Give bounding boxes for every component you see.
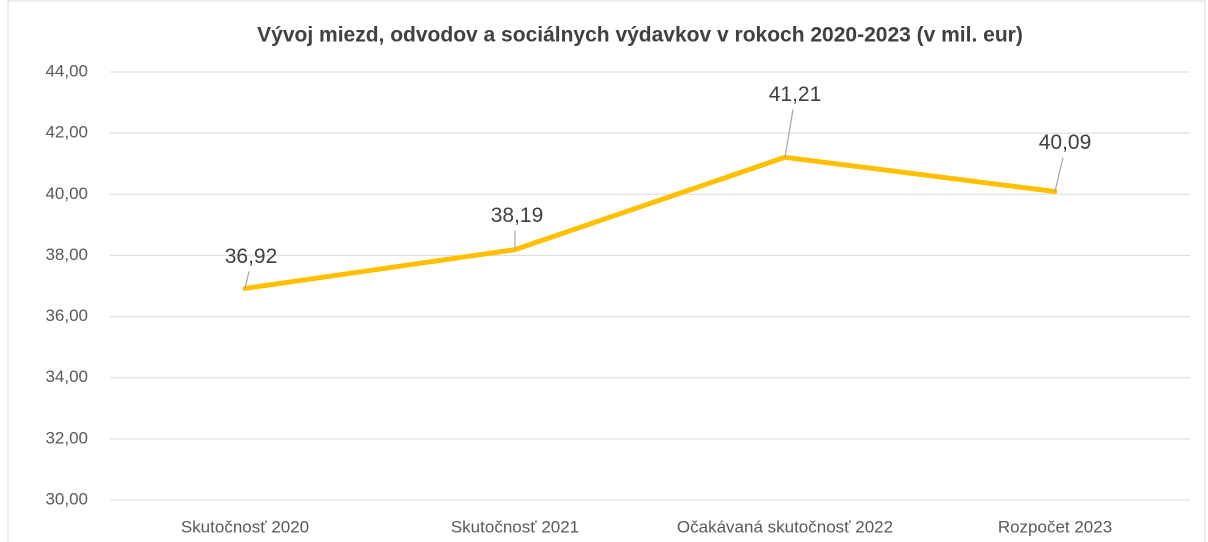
leader-line xyxy=(244,271,250,289)
data-label: 36,92 xyxy=(225,245,278,268)
chart-border xyxy=(7,0,1206,542)
x-tick-label: Skutočnosť 2020 xyxy=(181,517,309,536)
y-tick-label: 40,00 xyxy=(45,184,88,203)
data-label: 41,21 xyxy=(769,83,822,106)
x-tick-label: Očakávaná skutočnosť 2022 xyxy=(677,517,893,536)
leader-line xyxy=(784,109,794,158)
data-label: 38,19 xyxy=(491,204,544,227)
y-tick-label: 38,00 xyxy=(45,245,88,264)
y-tick-label: 32,00 xyxy=(45,428,88,447)
chart-title: Vývoj miezd, odvodov a sociálnych výdavk… xyxy=(257,24,1023,47)
x-tick-label: Rozpočet 2023 xyxy=(998,517,1112,536)
leader-line xyxy=(1054,157,1064,192)
y-tick-label: 30,00 xyxy=(45,489,88,508)
y-tick-label: 34,00 xyxy=(45,367,88,386)
data-label: 40,09 xyxy=(1039,131,1092,154)
x-tick-label: Skutočnosť 2021 xyxy=(451,517,579,536)
y-tick-label: 36,00 xyxy=(45,306,88,325)
y-tick-label: 42,00 xyxy=(45,123,88,142)
line xyxy=(242,154,1058,291)
y-tick-label: 44,00 xyxy=(45,61,88,80)
